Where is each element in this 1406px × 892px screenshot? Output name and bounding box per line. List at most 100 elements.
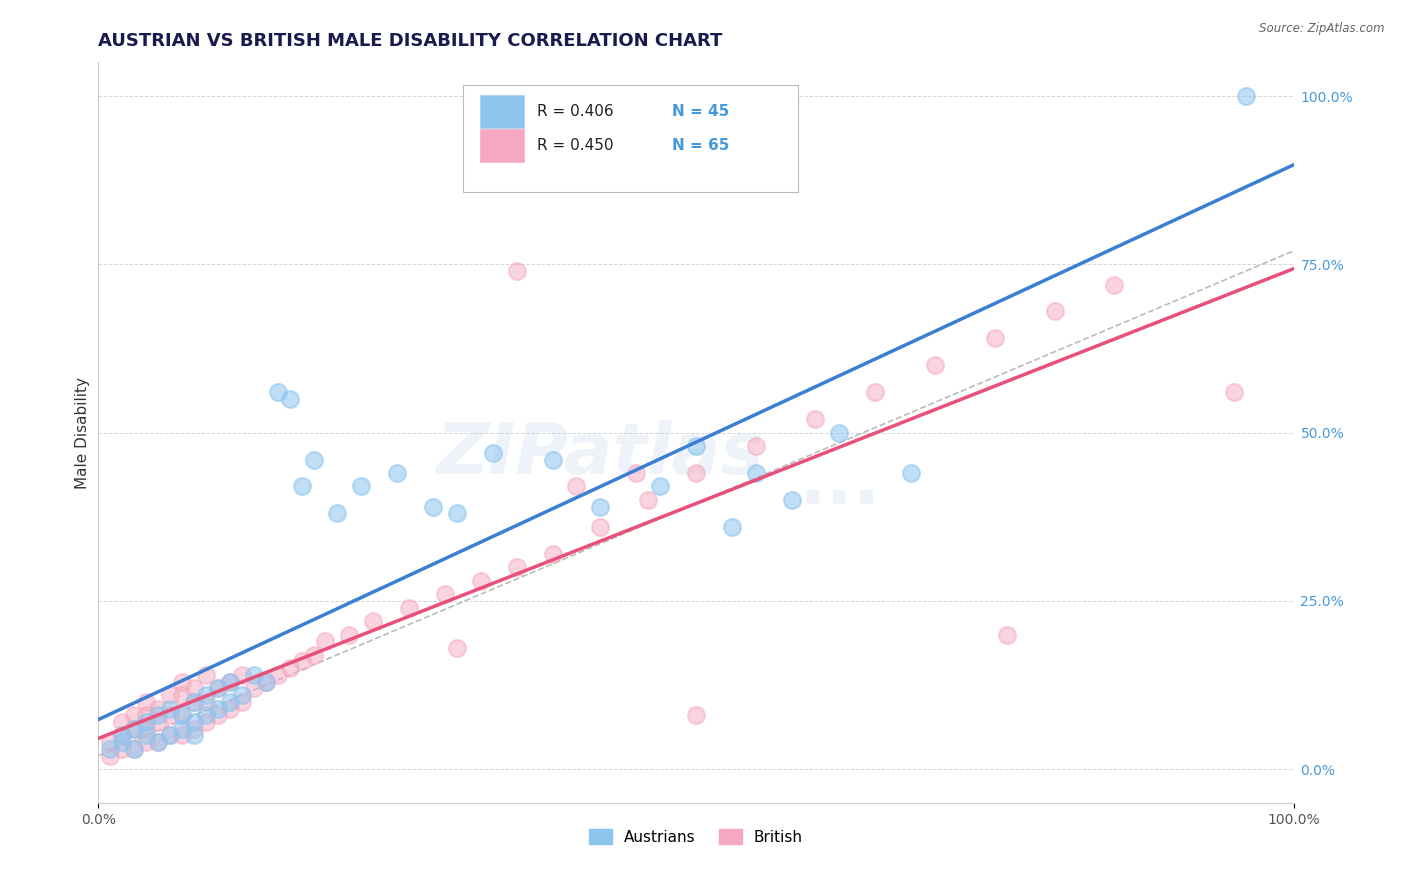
Text: ZIPatlas: ZIPatlas	[437, 420, 763, 490]
Point	[243, 681, 266, 696]
Point	[924, 359, 946, 373]
Point	[135, 735, 157, 749]
Point	[995, 627, 1018, 641]
Point	[745, 466, 768, 480]
Point	[398, 600, 420, 615]
Text: N = 65: N = 65	[672, 138, 730, 153]
Point	[745, 439, 768, 453]
Point	[1223, 385, 1246, 400]
Point	[302, 648, 325, 662]
Point	[470, 574, 492, 588]
Point	[183, 681, 205, 696]
Point	[291, 479, 314, 493]
Point	[148, 701, 170, 715]
Point	[111, 735, 134, 749]
Point	[267, 668, 290, 682]
Point	[350, 479, 373, 493]
Point	[159, 708, 181, 723]
Point	[267, 385, 290, 400]
Point	[291, 655, 314, 669]
Point	[159, 688, 181, 702]
Point	[1104, 277, 1126, 292]
Point	[135, 714, 157, 729]
Text: R = 0.406: R = 0.406	[537, 103, 613, 119]
Text: AUSTRIAN VS BRITISH MALE DISABILITY CORRELATION CHART: AUSTRIAN VS BRITISH MALE DISABILITY CORR…	[98, 32, 723, 50]
Point	[278, 661, 301, 675]
Point	[183, 722, 205, 736]
Point	[124, 722, 146, 736]
Point	[1043, 304, 1066, 318]
Point	[111, 742, 134, 756]
Point	[589, 520, 612, 534]
FancyBboxPatch shape	[479, 95, 524, 128]
Point	[195, 695, 218, 709]
Point	[254, 674, 277, 689]
Point	[339, 627, 361, 641]
Legend: Austrians, British: Austrians, British	[583, 822, 808, 851]
Y-axis label: Male Disability: Male Disability	[75, 376, 90, 489]
FancyBboxPatch shape	[463, 85, 797, 192]
Point	[721, 520, 744, 534]
Point	[385, 466, 409, 480]
Point	[124, 742, 146, 756]
Point	[172, 708, 194, 723]
Point	[111, 729, 134, 743]
Point	[111, 714, 134, 729]
Point	[183, 729, 205, 743]
Point	[446, 640, 468, 655]
Point	[541, 547, 564, 561]
Point	[804, 412, 827, 426]
Point	[302, 452, 325, 467]
Point	[207, 708, 229, 723]
Point	[828, 425, 851, 440]
Point	[565, 479, 588, 493]
Point	[363, 614, 385, 628]
Point	[183, 695, 205, 709]
Point	[865, 385, 887, 400]
Point	[135, 722, 157, 736]
Point	[111, 729, 134, 743]
Point	[195, 708, 218, 723]
Point	[183, 695, 205, 709]
Point	[159, 729, 181, 743]
Point	[172, 674, 194, 689]
Point	[481, 446, 505, 460]
Point	[207, 681, 229, 696]
Point	[159, 701, 181, 715]
Point	[278, 392, 301, 406]
Text: R = 0.450: R = 0.450	[537, 138, 613, 153]
Point	[195, 688, 218, 702]
Text: Source: ZipAtlas.com: Source: ZipAtlas.com	[1260, 22, 1385, 36]
Point	[172, 688, 194, 702]
Point	[231, 688, 253, 702]
Point	[446, 507, 468, 521]
Point	[98, 742, 122, 756]
Point	[98, 748, 122, 763]
Point	[685, 439, 707, 453]
Point	[422, 500, 444, 514]
Point	[984, 331, 1007, 345]
Point	[219, 674, 242, 689]
Point	[124, 742, 146, 756]
Point	[648, 479, 672, 493]
Point	[326, 507, 349, 521]
Point	[900, 466, 922, 480]
Point	[148, 714, 170, 729]
Point	[685, 466, 707, 480]
Point	[219, 701, 242, 715]
Point	[589, 500, 612, 514]
Point	[172, 729, 194, 743]
Point	[685, 708, 707, 723]
Point	[434, 587, 457, 601]
Point	[124, 722, 146, 736]
FancyBboxPatch shape	[479, 129, 524, 161]
Point	[506, 560, 529, 574]
Point	[98, 735, 122, 749]
Point	[135, 708, 157, 723]
Point	[231, 695, 253, 709]
Point	[159, 729, 181, 743]
Point	[626, 466, 648, 480]
Point	[243, 668, 266, 682]
Point	[219, 695, 242, 709]
Text: ...: ...	[799, 450, 880, 519]
